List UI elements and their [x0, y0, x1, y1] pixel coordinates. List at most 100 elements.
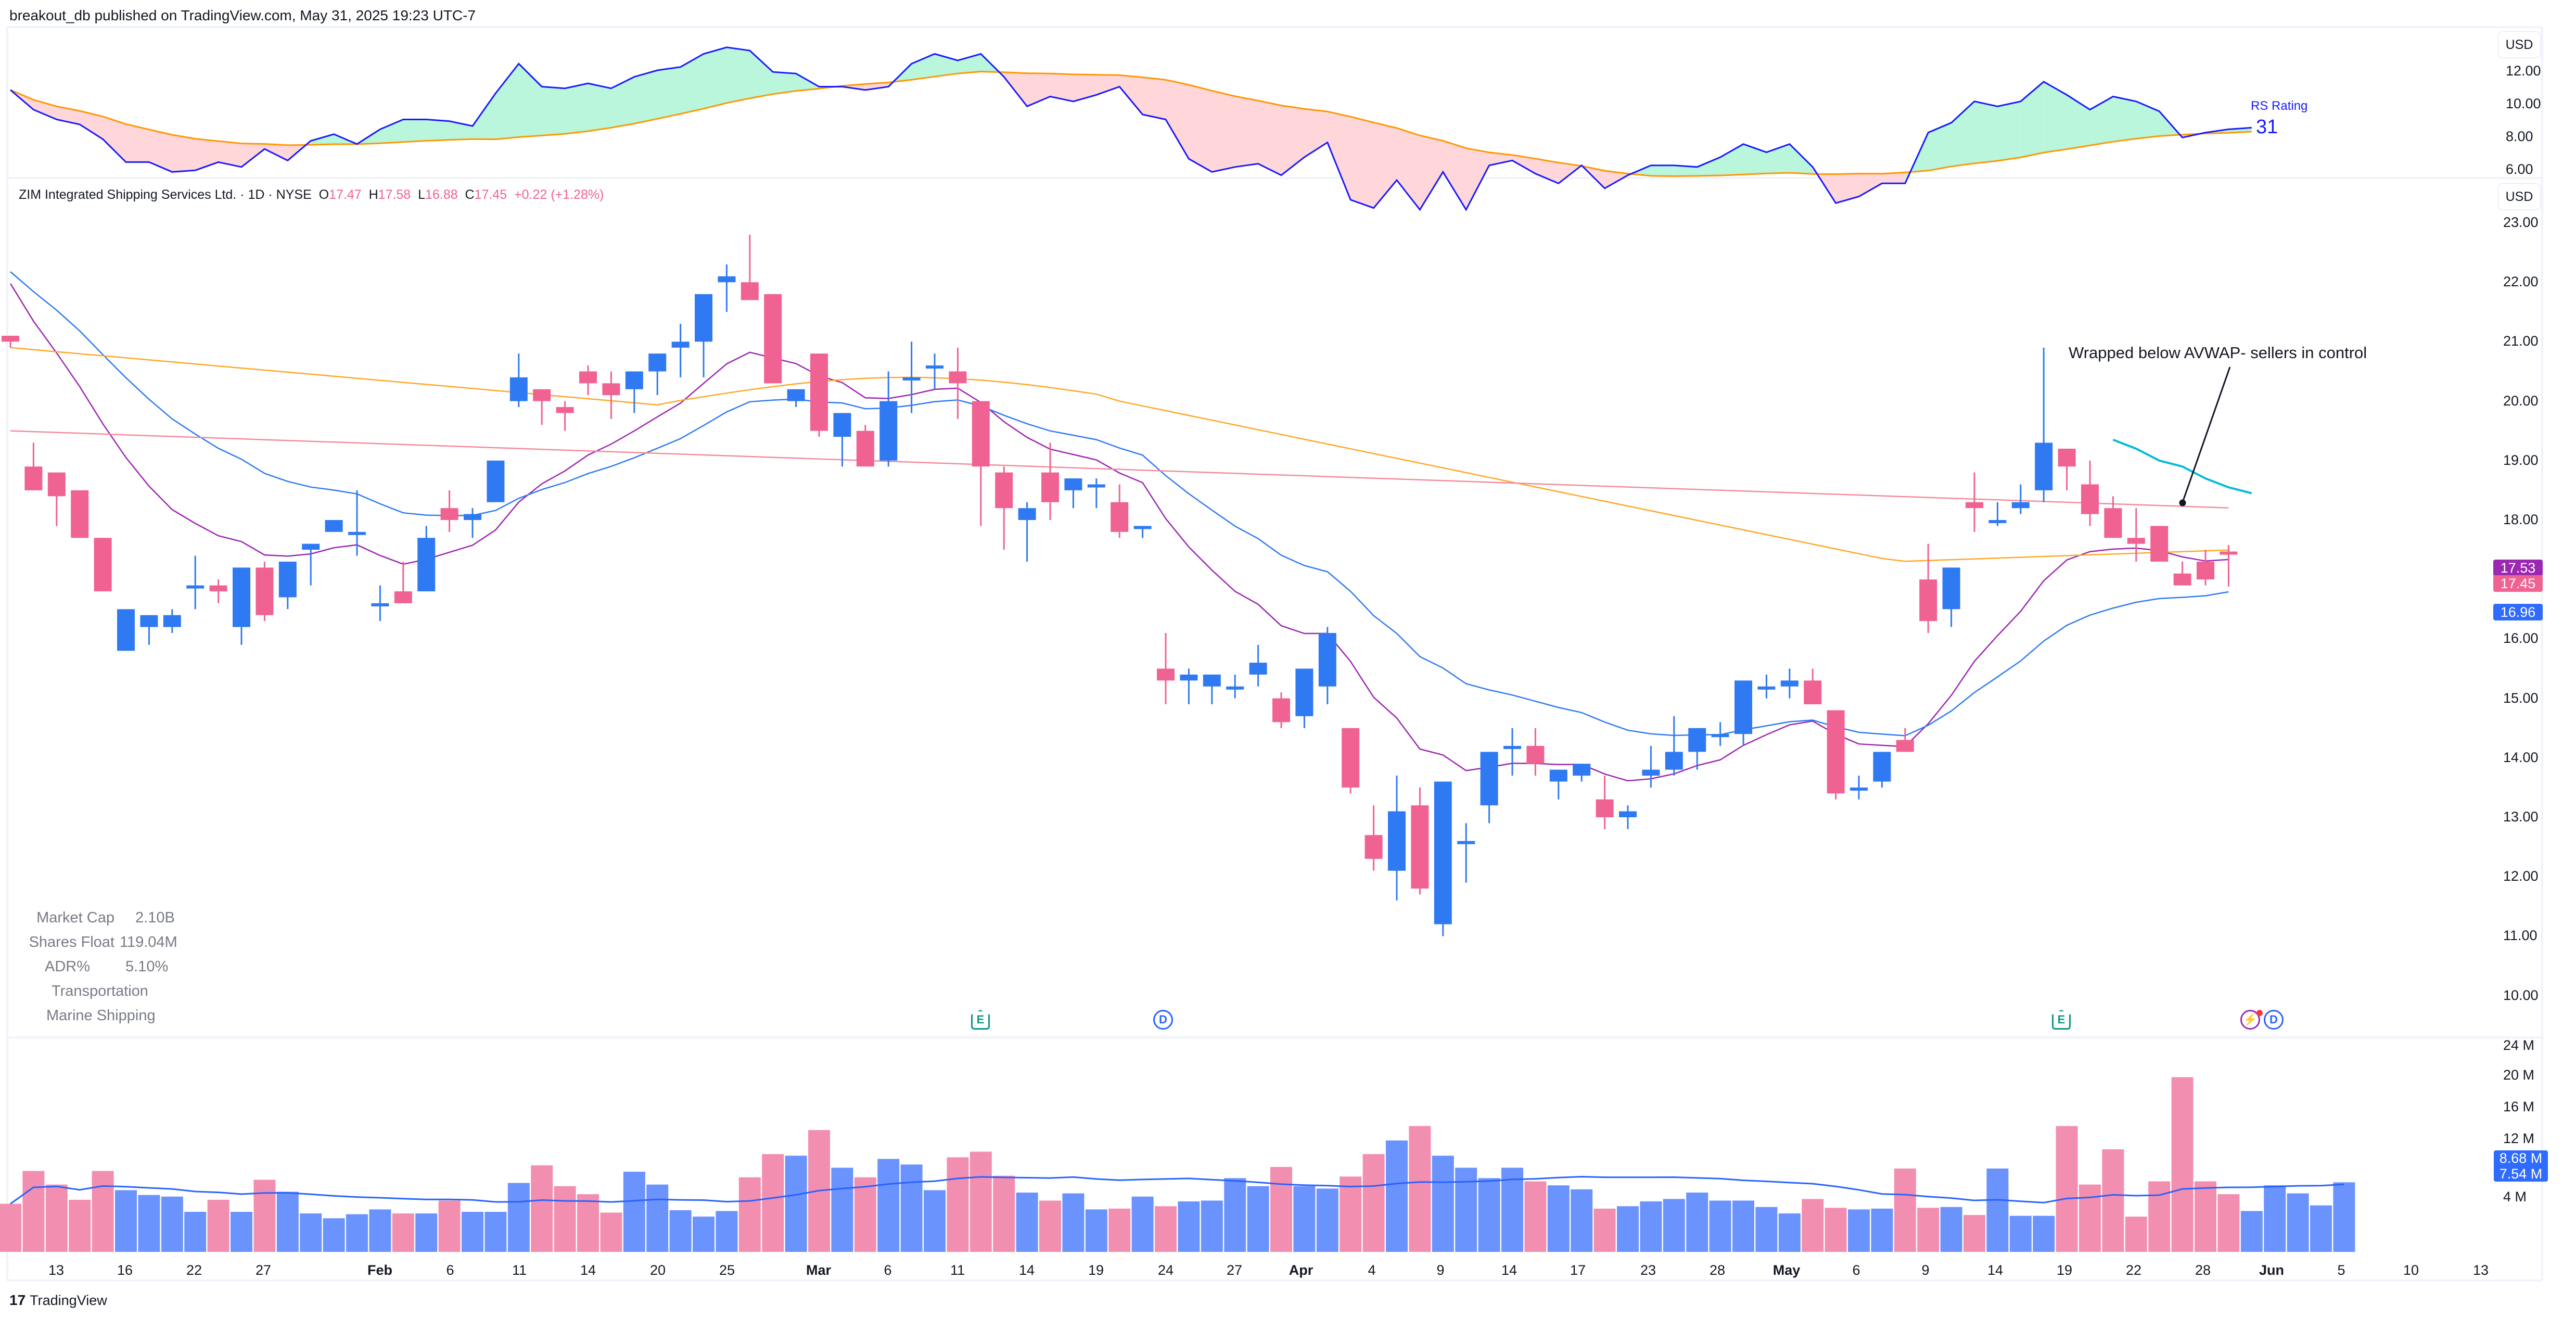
- candle[interactable]: [764, 294, 782, 384]
- volume-bar[interactable]: [716, 1211, 738, 1252]
- volume-bar[interactable]: [484, 1212, 507, 1252]
- candle[interactable]: [1018, 502, 1036, 562]
- candle[interactable]: [440, 490, 458, 532]
- candle[interactable]: [648, 353, 667, 396]
- volume-bar[interactable]: [993, 1175, 1015, 1252]
- volume-bar[interactable]: [531, 1165, 553, 1252]
- candle[interactable]: [1966, 472, 1983, 532]
- volume-bar[interactable]: [693, 1216, 715, 1252]
- candle[interactable]: [1757, 674, 1776, 699]
- volume-bar[interactable]: [1686, 1193, 1708, 1252]
- volume-bar[interactable]: [2148, 1181, 2171, 1252]
- volume-bar[interactable]: [831, 1168, 853, 1252]
- candle[interactable]: [1111, 484, 1129, 538]
- candle[interactable]: [1873, 752, 1891, 788]
- volume-bar[interactable]: [1131, 1196, 1154, 1252]
- candle[interactable]: [117, 609, 135, 651]
- currency-button-rs[interactable]: USD: [2498, 31, 2541, 58]
- candle[interactable]: [810, 353, 828, 437]
- candle[interactable]: [24, 442, 43, 490]
- chart-annotation[interactable]: Wrapped below AVWAP- sellers in control: [2069, 344, 2367, 362]
- volume-bar[interactable]: [1039, 1200, 1061, 1252]
- candle[interactable]: [879, 371, 898, 467]
- volume-bar[interactable]: [1432, 1156, 1454, 1252]
- volume-bar[interactable]: [2125, 1216, 2147, 1252]
- volume-bar[interactable]: [2079, 1184, 2101, 1252]
- volume-bar[interactable]: [1270, 1167, 1292, 1252]
- candle[interactable]: [533, 389, 551, 425]
- volume-bar[interactable]: [1640, 1201, 1662, 1252]
- volume-bar[interactable]: [253, 1180, 276, 1252]
- volume-bar[interactable]: [1155, 1206, 1177, 1252]
- dividend-event-icon-2[interactable]: D: [2264, 1010, 2284, 1030]
- volume-bar[interactable]: [22, 1171, 45, 1252]
- volume-bar[interactable]: [1201, 1200, 1223, 1252]
- dividend-event-icon[interactable]: D: [1153, 1010, 1173, 1030]
- volume-bar[interactable]: [1940, 1207, 1962, 1252]
- volume-bar[interactable]: [1871, 1208, 1893, 1252]
- candle[interactable]: [1041, 442, 1059, 520]
- volume-bar[interactable]: [1178, 1201, 1200, 1252]
- volume-bar[interactable]: [877, 1159, 900, 1252]
- candle[interactable]: [371, 585, 389, 622]
- candle[interactable]: [787, 389, 805, 408]
- volume-bar[interactable]: [0, 1203, 21, 1252]
- volume-bar[interactable]: [623, 1172, 645, 1252]
- volume-bar[interactable]: [1501, 1168, 1523, 1252]
- candle[interactable]: [1711, 722, 1729, 746]
- candle[interactable]: [2081, 460, 2099, 526]
- volume-bar[interactable]: [1617, 1206, 1639, 1252]
- volume-bar[interactable]: [1894, 1168, 1916, 1252]
- volume-bar[interactable]: [924, 1190, 946, 1252]
- candle[interactable]: [695, 294, 712, 377]
- volume-bar[interactable]: [1755, 1207, 1778, 1252]
- volume-bar[interactable]: [1085, 1209, 1107, 1252]
- candle[interactable]: [1850, 776, 1868, 800]
- candle[interactable]: [1688, 728, 1706, 770]
- candle[interactable]: [2, 335, 19, 348]
- candle[interactable]: [256, 561, 274, 622]
- volume-bar[interactable]: [2310, 1205, 2332, 1252]
- volume-bar[interactable]: [231, 1212, 252, 1252]
- volume-bar[interactable]: [600, 1212, 622, 1252]
- volume-bar[interactable]: [2333, 1182, 2355, 1252]
- volume-bar[interactable]: [2195, 1181, 2216, 1252]
- volume-bar[interactable]: [1293, 1186, 1316, 1252]
- candle[interactable]: [1249, 644, 1267, 687]
- candle[interactable]: [972, 401, 990, 526]
- candle[interactable]: [186, 555, 205, 610]
- volume-bar[interactable]: [45, 1184, 68, 1252]
- volume-bar[interactable]: [2171, 1077, 2194, 1252]
- volume-bar[interactable]: [1986, 1168, 2009, 1252]
- volume-bar[interactable]: [970, 1151, 992, 1252]
- volume-bar[interactable]: [1732, 1200, 1754, 1252]
- candle[interactable]: [1133, 526, 1152, 538]
- volume-bar[interactable]: [1571, 1189, 1593, 1252]
- candle[interactable]: [1180, 668, 1198, 705]
- volume-bar[interactable]: [1340, 1176, 1362, 1252]
- volume-bar[interactable]: [1062, 1193, 1085, 1252]
- candle[interactable]: [163, 609, 181, 633]
- candle[interactable]: [1388, 776, 1406, 901]
- candle[interactable]: [625, 371, 643, 413]
- footer-brand[interactable]: 17 TradingView: [9, 1292, 107, 1309]
- volume-bar[interactable]: [1224, 1178, 1246, 1252]
- candle[interactable]: [1342, 728, 1360, 794]
- volume-bar[interactable]: [1663, 1199, 1685, 1252]
- candle[interactable]: [1804, 668, 1822, 705]
- candle[interactable]: [1457, 823, 1475, 883]
- volume-bar[interactable]: [669, 1210, 692, 1252]
- candle[interactable]: [2197, 550, 2214, 586]
- candle[interactable]: [1619, 805, 1637, 829]
- candle[interactable]: [579, 365, 597, 396]
- volume-bar[interactable]: [138, 1195, 160, 1252]
- candle[interactable]: [718, 264, 736, 312]
- candle[interactable]: [2035, 347, 2053, 502]
- candle[interactable]: [1480, 752, 1498, 823]
- candle[interactable]: [1503, 728, 1521, 776]
- candle[interactable]: [741, 234, 759, 300]
- candle[interactable]: [2058, 448, 2076, 490]
- candle[interactable]: [233, 567, 250, 645]
- candle[interactable]: [71, 490, 89, 538]
- volume-bar[interactable]: [507, 1183, 530, 1252]
